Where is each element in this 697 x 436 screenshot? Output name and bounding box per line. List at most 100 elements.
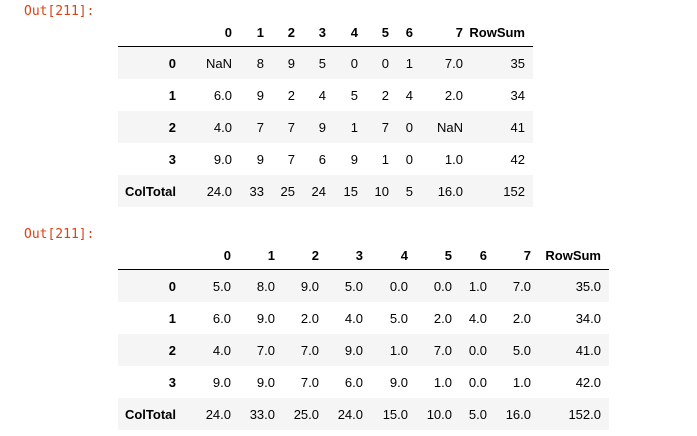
column-header: 6 (452, 241, 487, 270)
table-cell: 9.0 (212, 374, 231, 390)
table-cell: 1.0 (468, 278, 487, 294)
table-cell: 4 (318, 87, 326, 103)
table-cell: 1.0 (512, 374, 531, 390)
table-cell: 15.0 (382, 406, 408, 422)
table-cell: 2 (381, 87, 389, 103)
column-header: RowSum (463, 18, 533, 47)
table-cell: 16.0 (505, 406, 531, 422)
column-header: 3 (319, 241, 363, 270)
table-cell: 10 (374, 183, 389, 199)
table-cell: 6 (318, 151, 326, 167)
output-prompt-1: Out[211]: (24, 4, 95, 19)
table-row: 2 4.0 7.0 7.0 9.0 1.0 7.0 0.0 5.0 41.0 (118, 334, 609, 366)
index-header (118, 18, 186, 47)
table-cell: 7.0 (300, 342, 319, 358)
table-row: ColTotal 24.0 33 25 24 15 10 5 16.0 152 (118, 175, 533, 207)
table-cell: 1.0 (389, 342, 408, 358)
table-cell: 2.0 (433, 310, 452, 326)
column-header: 5 (358, 18, 389, 47)
table-cell: 7.0 (433, 342, 452, 358)
row-index: 0 (168, 55, 176, 71)
table-cell: 7 (256, 119, 264, 135)
table-cell: 152 (503, 183, 525, 199)
dataframe-table-1: 0 1 2 3 4 5 6 7 RowSum 0 NaN 8 9 5 0 0 1 7.0 35 1 6.0 9 2 4 5 2 4… (118, 18, 533, 207)
table-cell: 5 (405, 183, 413, 199)
table-cell: 25.0 (293, 406, 319, 422)
table-cell: 5 (318, 55, 326, 71)
column-header: 2 (264, 18, 295, 47)
index-header (118, 241, 186, 270)
table-cell: 7.0 (256, 342, 275, 358)
table-cell: 8 (256, 55, 264, 71)
table-cell: NaN (205, 55, 232, 71)
table-cell: 152.0 (568, 406, 601, 422)
table-cell: 9 (256, 87, 264, 103)
table-cell: 35.0 (575, 278, 601, 294)
table-cell: 9.0 (389, 374, 408, 390)
table-cell: 4.0 (212, 342, 231, 358)
table-cell: 4 (405, 87, 413, 103)
table-cell: 5 (350, 87, 358, 103)
column-header: 5 (408, 241, 452, 270)
table-cell: 2.0 (444, 87, 463, 103)
table-cell: 42.0 (575, 374, 601, 390)
table-cell: 0 (405, 151, 413, 167)
table-cell: 5.0 (344, 278, 363, 294)
table-cell: 10.0 (426, 406, 452, 422)
table-cell: 1.0 (444, 151, 463, 167)
table-cell: 25 (280, 183, 295, 199)
table-cell: 7 (287, 151, 295, 167)
table-cell: 7.0 (444, 55, 463, 71)
table-cell: 9.0 (256, 310, 275, 326)
table-cell: 1 (350, 119, 358, 135)
table-cell: 6.0 (212, 310, 231, 326)
row-index: 1 (168, 310, 176, 326)
column-header: 7 (487, 241, 531, 270)
table-cell: 41 (510, 119, 525, 135)
table-cell: 24.0 (337, 406, 363, 422)
header-row: 0 1 2 3 4 5 6 7 RowSum (118, 241, 609, 270)
column-header: RowSum (531, 241, 609, 270)
table-cell: 2.0 (300, 310, 319, 326)
table-cell: 7 (381, 119, 389, 135)
table-cell: 0 (381, 55, 389, 71)
table-cell: 9 (256, 151, 264, 167)
column-header: 3 (295, 18, 326, 47)
table-cell: 34 (510, 87, 525, 103)
table-row: ColTotal 24.0 33.0 25.0 24.0 15.0 10.0 5.0 16.0 1… (118, 398, 609, 430)
table-cell: 15 (343, 183, 358, 199)
table-cell: 0.0 (433, 278, 452, 294)
table-cell: 34.0 (575, 310, 601, 326)
table-cell: 41.0 (575, 342, 601, 358)
table-cell: 6.0 (344, 374, 363, 390)
table-cell: 5.0 (212, 278, 231, 294)
column-header: 0 (186, 241, 231, 270)
column-header: 0 (186, 18, 232, 47)
table-cell: 7 (287, 119, 295, 135)
table-row: 3 9.0 9 7 6 9 1 0 1.0 42 (118, 143, 533, 175)
table-cell: 7.0 (300, 374, 319, 390)
column-header: 4 (363, 241, 408, 270)
table-cell: 1 (381, 151, 389, 167)
table-cell: 5.0 (512, 342, 531, 358)
table-cell: 9 (350, 151, 358, 167)
table-cell: 1 (405, 55, 413, 71)
table-cell: 0 (405, 119, 413, 135)
table-cell: 2.0 (512, 310, 531, 326)
row-index: ColTotal (124, 406, 176, 422)
column-header: 4 (326, 18, 358, 47)
table-cell: 4.0 (468, 310, 487, 326)
table-cell: 24 (311, 183, 326, 199)
column-header: 6 (389, 18, 413, 47)
column-header: 7 (413, 18, 463, 47)
row-index: 3 (168, 151, 176, 167)
row-index: 2 (168, 119, 176, 135)
table-cell: 42 (510, 151, 525, 167)
table-cell: 24.0 (206, 183, 232, 199)
table-cell: 9.0 (256, 374, 275, 390)
output-prompt-2: Out[211]: (24, 227, 95, 242)
column-header: 2 (275, 241, 319, 270)
table-row: 2 4.0 7 7 9 1 7 0 NaN 41 (118, 111, 533, 143)
table-cell: 33.0 (249, 406, 275, 422)
table-cell: 5.0 (468, 406, 487, 422)
